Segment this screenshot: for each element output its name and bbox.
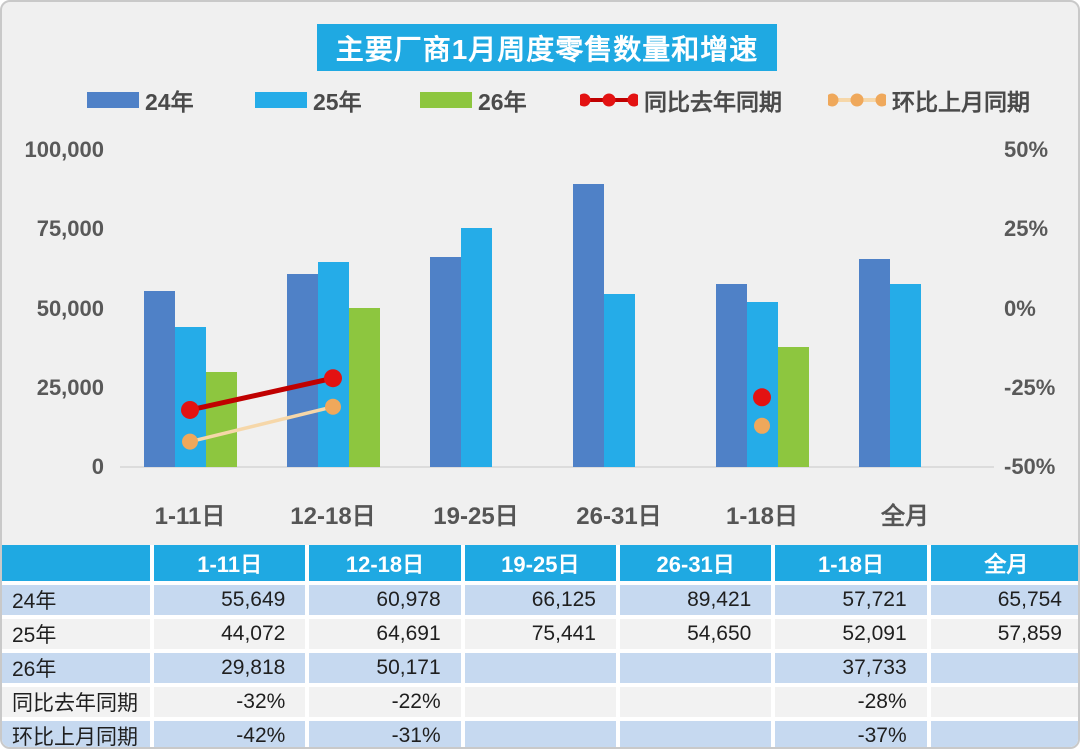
legend-swatch-icon: [87, 92, 139, 108]
table-cell: [619, 721, 772, 747]
table-cell: -32%: [154, 687, 306, 717]
table-cell: 55,649: [154, 585, 306, 615]
table-cell: [619, 687, 772, 717]
y-axis-tick-right: -25%: [1004, 374, 1056, 400]
legend-item-同比去年同期: 同比去年同期: [580, 88, 782, 115]
table-cell: -31%: [309, 721, 461, 747]
table-cell: 60,978: [309, 585, 461, 615]
bar-26年-1-18日: [777, 347, 809, 467]
legend-item-环比上月同期: 环比上月同期: [828, 88, 1030, 115]
table-cell: 89,421: [619, 585, 772, 615]
y-axis-tick-left: 100,000: [24, 137, 104, 162]
legend-swatch-icon: [255, 92, 307, 108]
bar-24年-12-18日: [286, 273, 318, 467]
bar-24年-全月: [858, 258, 890, 467]
table-cell: 29,818: [154, 653, 306, 683]
legend-label: 25年: [313, 89, 362, 115]
table-header-cell: 1-11日: [154, 545, 306, 581]
table-cell: -37%: [775, 721, 927, 747]
table-cell: 66,125: [464, 585, 616, 615]
table-cell: -28%: [775, 687, 927, 717]
table-header-cell: 全月: [930, 545, 1078, 581]
table-cell: 64,691: [309, 619, 461, 649]
x-axis-label: 12-18日: [290, 503, 376, 530]
x-axis-label: 26-31日: [576, 503, 662, 530]
page-title: 主要厂商1月周度零售数量和增速: [317, 24, 777, 71]
bar-25年-19-25日: [460, 227, 492, 467]
bar-25年-1-18日: [746, 301, 778, 467]
table-cell: [930, 687, 1078, 717]
data-table: 1-11日 12-18日 19-25日 26-31日 1-18日 全月 24年 55,649 6…: [2, 545, 1078, 747]
table-header-cell: 26-31日: [619, 545, 772, 581]
legend-item-25年: 25年: [255, 88, 362, 115]
table-cell: -22%: [309, 687, 461, 717]
x-axis-label: 1-11日: [154, 503, 226, 530]
table-cell: [464, 687, 616, 717]
legend-label: 24年: [145, 89, 194, 115]
table-header-cell: 19-25日: [464, 545, 616, 581]
y-axis-tick-right: -50%: [1004, 454, 1056, 479]
table-cell: 52,091: [775, 619, 927, 649]
legend-label: 环比上月同期: [892, 89, 1030, 115]
table-row-label: 24年: [2, 585, 150, 615]
table-cell: [930, 721, 1078, 747]
legend-item-24年: 24年: [87, 88, 194, 115]
y-axis-tick-right: 0%: [1004, 295, 1036, 321]
table-cell: 75,441: [464, 619, 616, 649]
bar-24年-1-18日: [715, 284, 747, 467]
bar-26年-12-18日: [348, 307, 380, 467]
bar-24年-19-25日: [429, 257, 461, 467]
bar-25年-26-31日: [603, 293, 635, 467]
y-axis-tick-left: 25,000: [36, 374, 104, 400]
table-cell: [619, 653, 772, 683]
y-axis-tick-right: 25%: [1004, 216, 1049, 242]
y-axis-tick-left: 0: [91, 454, 104, 479]
table-cell: 57,721: [775, 585, 927, 615]
table-cell: [464, 653, 616, 683]
x-axis-label: 19-25日: [433, 503, 519, 530]
table-cell: [930, 653, 1078, 683]
legend-line-icon: [580, 93, 638, 107]
y-axis-tick-left: 75,000: [36, 216, 104, 242]
bar-24年-26-31日: [572, 183, 604, 467]
bar-26年-1-11日: [205, 372, 237, 467]
table-cell: 57,859: [930, 619, 1078, 649]
legend-line-icon: [828, 93, 886, 107]
table-cell: 37,733: [775, 653, 927, 683]
y-axis-tick-right: 50%: [1004, 137, 1049, 162]
table-cell: -42%: [154, 721, 306, 747]
legend-swatch-icon: [420, 92, 472, 108]
bar-25年-1-11日: [174, 327, 206, 467]
bar-25年-12-18日: [317, 261, 349, 467]
y-axis-tick-left: 50,000: [36, 295, 104, 321]
table-cell: 50,171: [309, 653, 461, 683]
x-axis-label: 全月: [881, 503, 929, 530]
bar-25年-全月: [889, 283, 921, 467]
table-cell: [464, 721, 616, 747]
bar-24年-1-11日: [143, 290, 175, 467]
table-cell: 44,072: [154, 619, 306, 649]
table-header-cell: 1-18日: [775, 545, 927, 581]
table-row-label: 环比上月同期: [2, 721, 150, 747]
x-axis-label: 1-18日: [725, 503, 799, 530]
legend-label: 同比去年同期: [644, 89, 782, 115]
x-axis-line: [120, 466, 994, 468]
legend-item-26年: 26年: [420, 88, 527, 115]
table-header-cell: 12-18日: [309, 545, 461, 581]
table-row-label: 同比去年同期: [2, 687, 150, 717]
table-row-label: 26年: [2, 653, 150, 683]
table-cell: 65,754: [930, 585, 1078, 615]
table-row-label: 25年: [2, 619, 150, 649]
legend-label: 26年: [478, 89, 527, 115]
table-cell: 54,650: [619, 619, 772, 649]
table-header-cell: [2, 545, 150, 581]
